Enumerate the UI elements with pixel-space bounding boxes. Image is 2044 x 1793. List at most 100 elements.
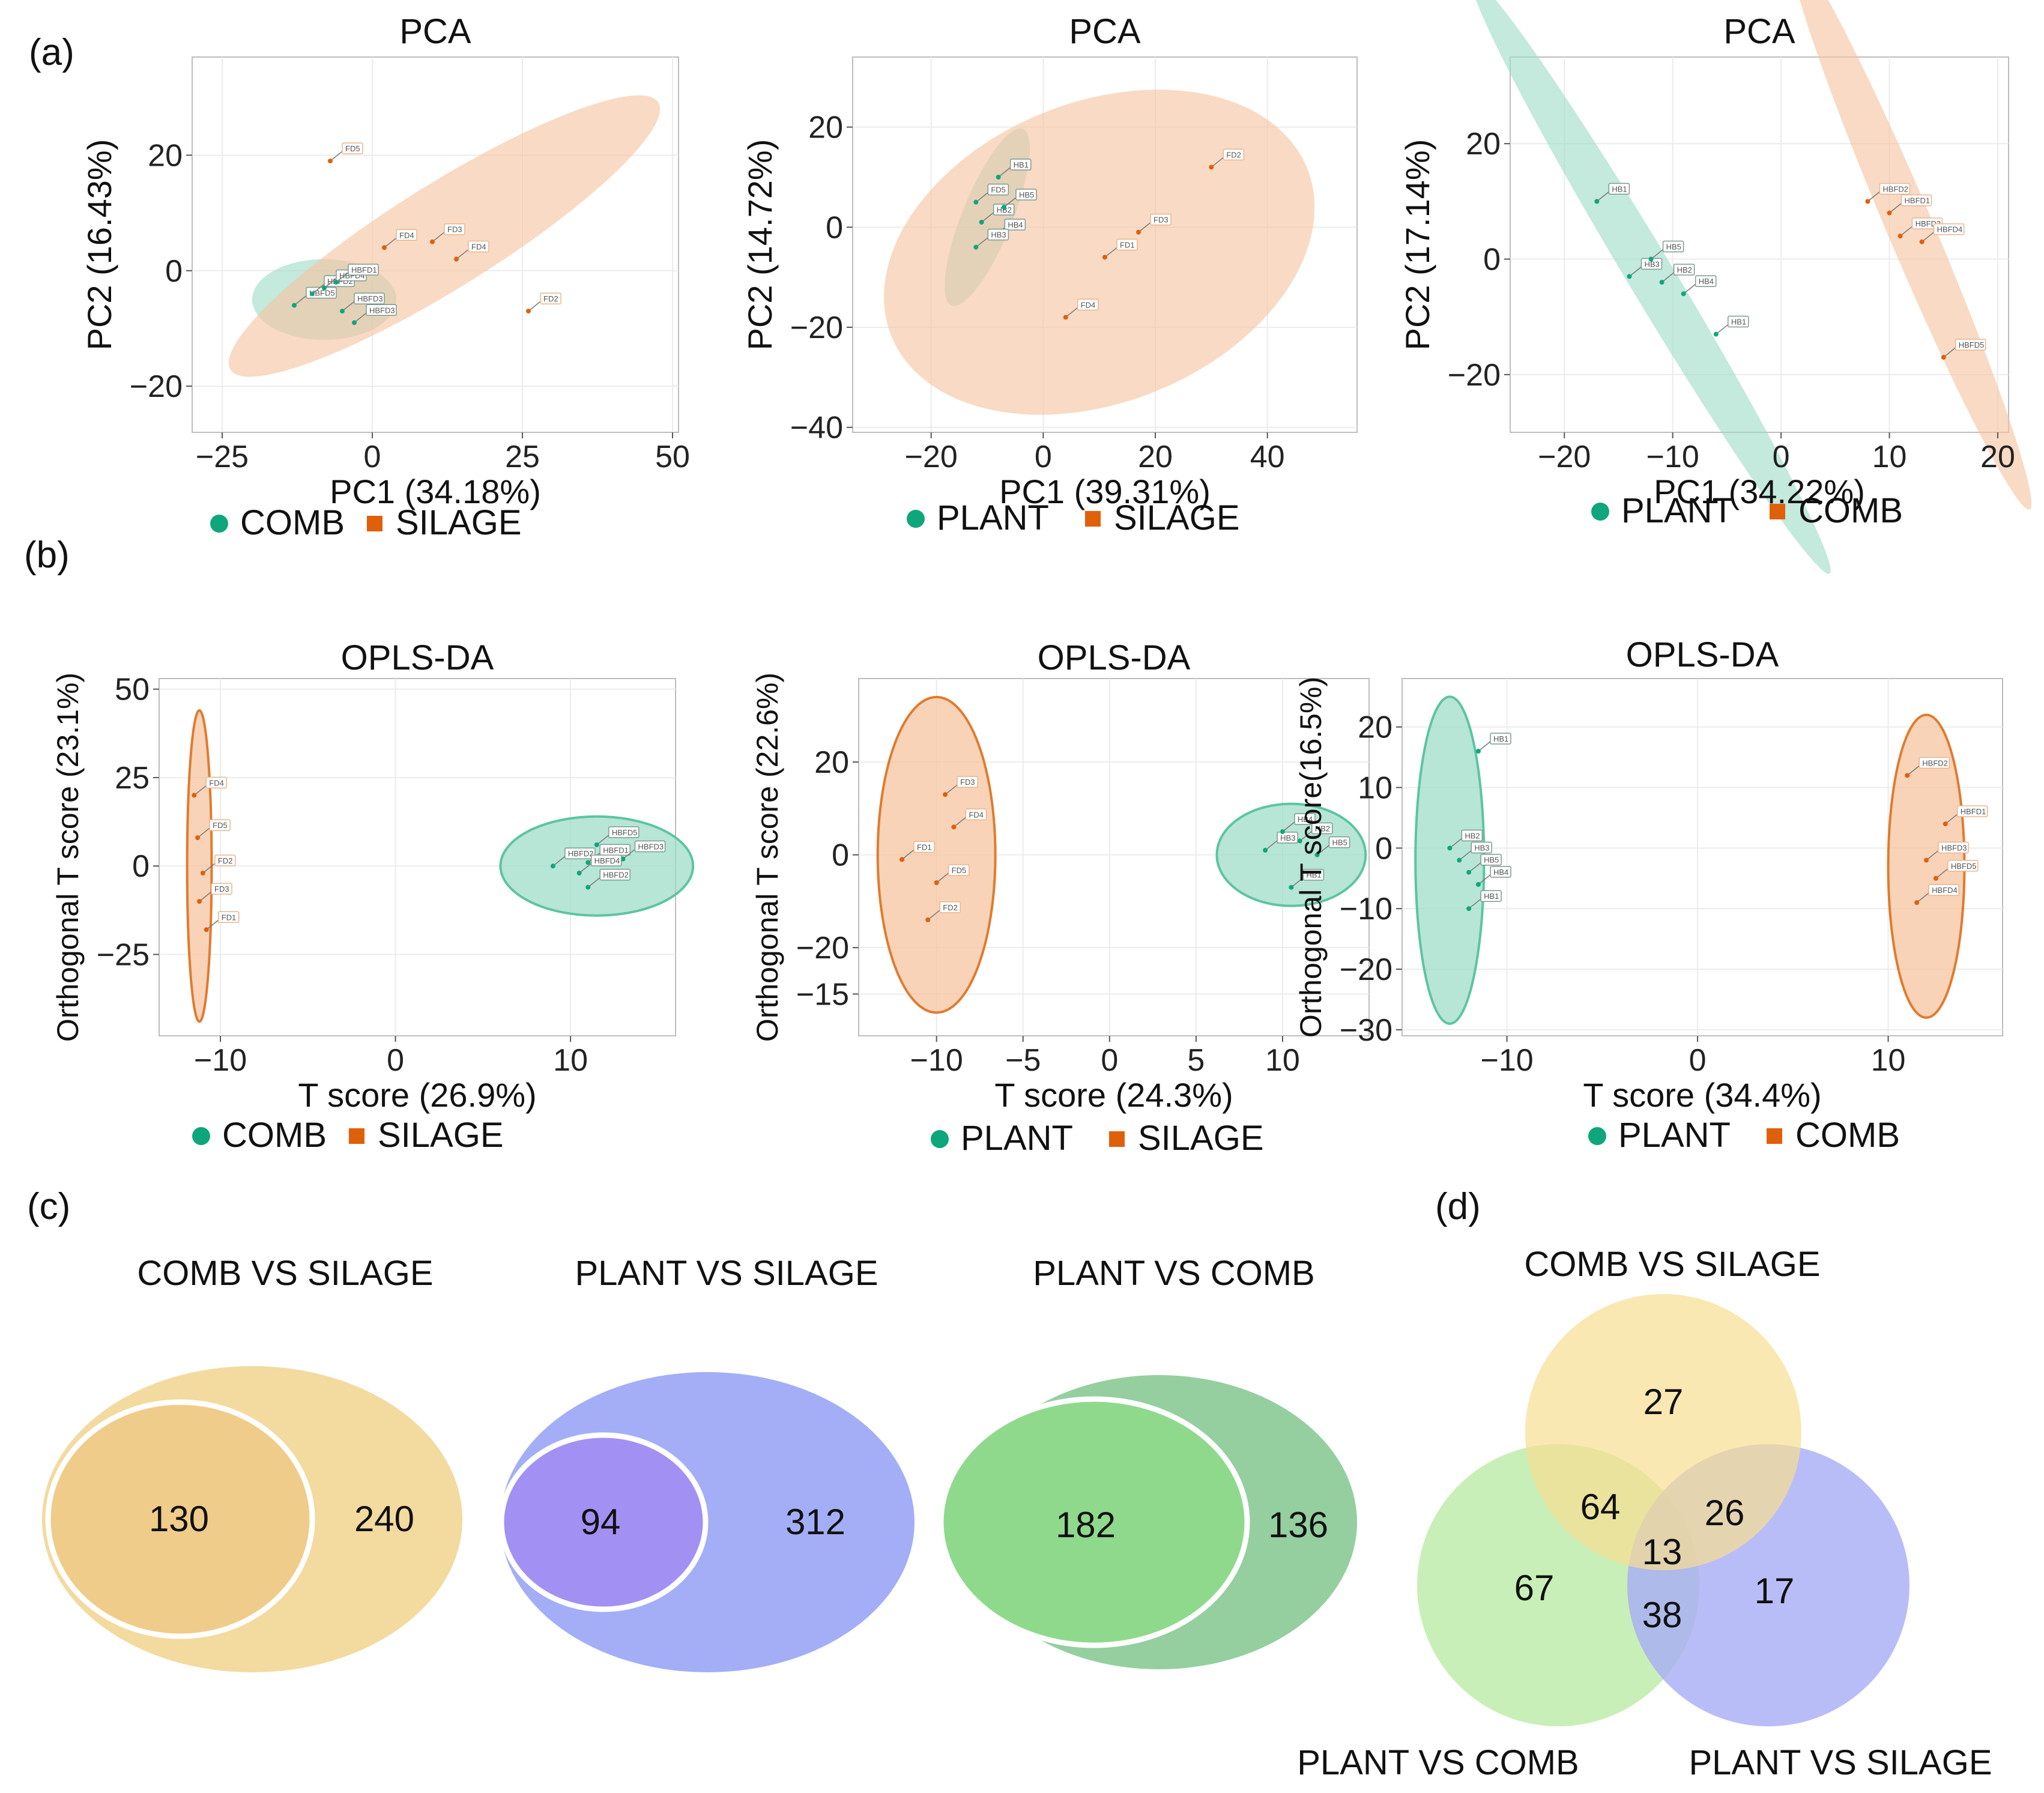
data-point [1280, 829, 1285, 834]
point-label-leader [199, 891, 212, 902]
pca-plot-comb-vs-silage: HBFD5HBFD2HBFD4HBFD1HBFD3HBFD3FD5FD4FD3F… [80, 12, 690, 542]
x-tick-label: 0 [1689, 1043, 1707, 1078]
x-axis-label: PC1 (39.31%) [999, 473, 1211, 510]
point-label-leader [587, 877, 600, 888]
point-label-leader [1935, 868, 1949, 879]
data-point [204, 927, 209, 933]
data-point [192, 793, 197, 798]
point-label: HBFD3 [357, 294, 383, 303]
point-label-box [1471, 841, 1492, 854]
confidence-ellipse [186, 709, 213, 1023]
point-label: FD5 [345, 144, 360, 153]
point-label: HBFD1 [351, 265, 377, 274]
data-point [1941, 355, 1946, 360]
y-axis-label: Orthogonal T score (22.6%) [751, 673, 784, 1042]
venn-three-set: COMB VS SILAGE PLANT VS COMB PLANT VS SI… [1297, 1245, 1992, 1782]
point-label-leader [975, 192, 988, 203]
y-tick-label: −20 [130, 369, 183, 404]
y-tick-label: −20 [1340, 952, 1392, 987]
point-label: HB1 [1014, 160, 1029, 169]
data-point [900, 857, 905, 862]
point-label-box [1311, 822, 1333, 835]
data-point [1209, 165, 1214, 170]
confidence-ellipse [876, 695, 997, 1014]
data-point [1594, 199, 1600, 204]
panel-label-a: (a) [29, 32, 74, 73]
x-tick-label: 25 [505, 440, 540, 474]
x-tick-label: 20 [1980, 440, 2015, 474]
point-label-leader [1065, 307, 1078, 318]
opls-da-plot-comb-vs-silage: HBFD2 HBFD1HBFD5HBFD3HBFD4HBFD2FD4FD5FD2F… [51, 638, 695, 1155]
data-point [585, 884, 591, 890]
venn-set-label-plant-vs-comb: PLANT VS COMB [1297, 1743, 1579, 1782]
point-label-leader [1683, 283, 1696, 294]
data-point [979, 220, 984, 225]
confidence-ellipse [884, 89, 1315, 415]
chart-title: OPLS-DA [1038, 638, 1191, 677]
data-point [1314, 852, 1320, 857]
data-point [1063, 315, 1068, 320]
point-label-leader [1468, 898, 1481, 909]
point-label: FD2 [943, 903, 958, 912]
point-label-box [468, 240, 489, 253]
data-point [1263, 847, 1268, 853]
x-tick-label: 10 [1265, 1043, 1300, 1078]
y-tick-label: −30 [1340, 1013, 1392, 1048]
point-label-box [1277, 832, 1298, 844]
x-tick-label: −10 [194, 1043, 247, 1078]
y-tick-label: −20 [790, 310, 843, 345]
data-point [322, 285, 327, 291]
data-point [1897, 234, 1903, 239]
x-tick-label: −20 [905, 440, 958, 474]
x-tick-label: 0 [1773, 440, 1790, 474]
point-label-box [540, 292, 561, 304]
x-axis-label: T score (24.3%) [994, 1076, 1233, 1114]
y-tick-label: 0 [832, 838, 849, 873]
point-label-box [1933, 223, 1965, 235]
point-label-leader [1449, 838, 1462, 848]
confidence-ellipse [1215, 802, 1367, 907]
data-point [197, 899, 202, 904]
point-label-leader [342, 301, 355, 312]
legend-label: SILAGE [378, 1116, 504, 1155]
point-label-leader [1943, 347, 1956, 358]
venn-inner-value: 182 [1056, 1505, 1116, 1545]
venn-set-comb-vs-silage [1525, 1294, 1801, 1570]
venn-region-value: 67 [1514, 1568, 1555, 1608]
data-point [1289, 884, 1294, 890]
x-axis-label: T score (34.4%) [1583, 1076, 1821, 1114]
point-label: HBFD1 [1905, 196, 1931, 205]
x-tick-label: 10 [553, 1043, 588, 1078]
data-point [925, 917, 931, 922]
point-label: HBFD3 [638, 842, 664, 851]
point-label: HB5 [1019, 190, 1034, 199]
venn-region-value: 26 [1705, 1493, 1745, 1533]
point-label-box [1328, 836, 1350, 848]
point-label-leader [981, 212, 994, 223]
legend-marker-circle [907, 510, 925, 528]
data-point [1002, 205, 1006, 210]
point-label-box [366, 304, 397, 316]
point-label-leader [206, 919, 219, 930]
point-label: FD1 [1120, 240, 1135, 249]
point-label-leader [1906, 765, 1920, 776]
point-label: FD5 [991, 186, 1006, 195]
data-point [1475, 749, 1481, 754]
data-point [973, 199, 979, 205]
point-label-box [1673, 264, 1695, 276]
point-label-box [987, 228, 1009, 241]
point-label-box [209, 819, 231, 831]
point-label-box [1728, 315, 1749, 328]
point-label-box [1957, 805, 1988, 817]
point-label-leader [336, 272, 349, 283]
point-label: FD1 [917, 842, 932, 851]
panel-label-b: (b) [24, 534, 70, 576]
venn-inner-value: 94 [581, 1502, 621, 1542]
point-label-box [1009, 159, 1032, 171]
point-label-box [634, 840, 666, 853]
point-label-box [1223, 148, 1245, 161]
data-point [951, 824, 957, 830]
point-label-box [1490, 733, 1511, 745]
data-point [1457, 857, 1462, 863]
point-label: HBFD1 [603, 845, 629, 854]
